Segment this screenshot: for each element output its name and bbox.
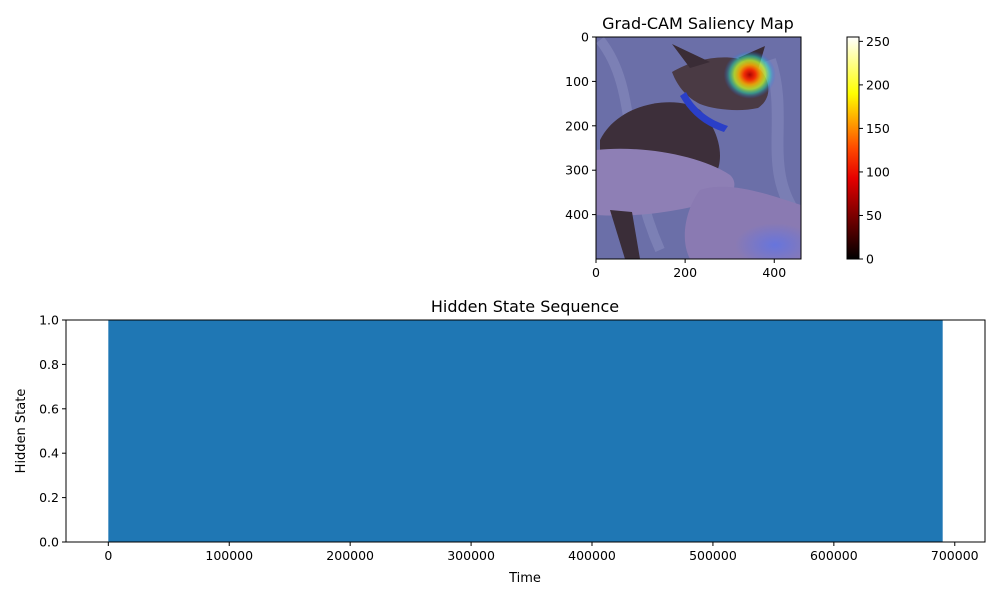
x-tick-label: 100000 bbox=[205, 548, 253, 563]
y-tick-label: 400 bbox=[565, 207, 589, 222]
x-tick-label: 200000 bbox=[326, 548, 374, 563]
colorbar-tick-label: 0 bbox=[866, 252, 874, 267]
y-tick-label: 0.2 bbox=[39, 490, 59, 505]
x-tick-label: 0 bbox=[104, 548, 112, 563]
hidden-state-title: Hidden State Sequence bbox=[431, 297, 619, 316]
hidden-state-frame bbox=[65, 319, 986, 543]
y-tick-label: 200 bbox=[565, 118, 589, 133]
colorbar-tick-label: 150 bbox=[866, 121, 890, 136]
y-tick-label: 0.8 bbox=[39, 357, 59, 372]
y-tick-label: 0.4 bbox=[39, 446, 59, 461]
gradcam-frame bbox=[595, 36, 802, 260]
gradcam-x-axis: 0 200 400 bbox=[592, 259, 786, 280]
x-tick-label: 500000 bbox=[689, 548, 737, 563]
y-tick-label: 1.0 bbox=[39, 313, 59, 328]
colorbar-ticks: 0 50 100 150 200 250 bbox=[859, 34, 890, 267]
gradcam-image bbox=[596, 37, 801, 259]
colorbar-tick-label: 100 bbox=[866, 164, 890, 179]
gradcam-y-axis: 0 100 200 300 400 bbox=[565, 30, 596, 222]
x-axis-label: Time bbox=[508, 571, 541, 586]
gradcam-title: Grad-CAM Saliency Map bbox=[602, 14, 794, 33]
dog-collar bbox=[680, 92, 728, 132]
x-tick-label: 600000 bbox=[810, 548, 858, 563]
dog-ear bbox=[672, 44, 710, 68]
saliency-glow bbox=[735, 223, 801, 259]
colorbar: 0 50 100 150 200 250 bbox=[846, 34, 890, 267]
y-tick-label: 0.0 bbox=[39, 535, 59, 550]
x-tick-label: 200 bbox=[673, 265, 697, 280]
gradcam-panel: Grad-CAM Saliency Map 0 200 bbox=[565, 14, 802, 280]
y-tick-label: 100 bbox=[565, 74, 589, 89]
y-axis-label: Hidden State bbox=[14, 389, 29, 474]
colorbar-tick-label: 50 bbox=[866, 208, 882, 223]
colorbar-tick-label: 200 bbox=[866, 77, 890, 92]
colorbar-tick-label: 250 bbox=[866, 34, 890, 49]
hidden-state-y-axis: 0.0 0.2 0.4 0.6 0.8 1.0 bbox=[39, 313, 66, 550]
colorbar-frame bbox=[846, 36, 860, 260]
hidden-state-panel: Hidden State Sequence 0 100000 200000 30000… bbox=[14, 297, 986, 586]
hidden-state-area bbox=[108, 320, 943, 542]
saliency-hotspot bbox=[723, 50, 776, 99]
x-tick-label: 300000 bbox=[447, 548, 495, 563]
x-tick-label: 400000 bbox=[568, 548, 616, 563]
y-tick-label: 0.6 bbox=[39, 401, 59, 416]
y-tick-label: 300 bbox=[565, 163, 589, 178]
x-tick-label: 700000 bbox=[931, 548, 979, 563]
y-tick-label: 0 bbox=[581, 30, 589, 45]
x-tick-label: 0 bbox=[592, 265, 600, 280]
x-tick-label: 400 bbox=[762, 265, 786, 280]
dog-leg bbox=[610, 210, 640, 259]
colorbar-gradient bbox=[847, 37, 859, 259]
hidden-state-x-axis: 0 100000 200000 300000 400000 500000 600000 700… bbox=[104, 542, 979, 563]
